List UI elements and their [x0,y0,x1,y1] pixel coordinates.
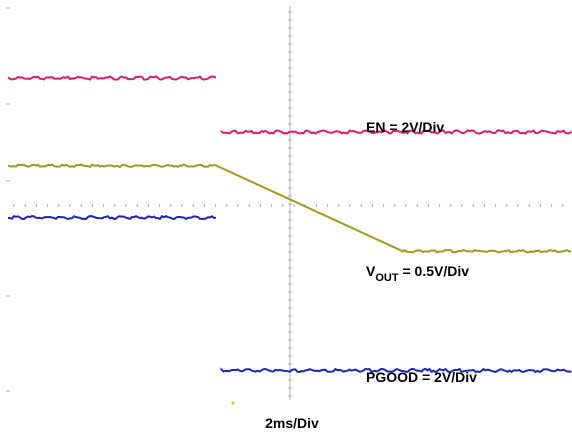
x-axis-label: 2ms/Div [265,415,319,431]
trace-vout [7,163,572,254]
trace-pgood [7,214,572,374]
series-label-pgood: PGOOD = 2V/Div [366,369,477,385]
traces [7,75,572,374]
series-label-vout: VOUT = 0.5V/Div [366,263,469,284]
series-label-en: EN = 2V/Div [366,119,444,135]
grid [6,6,564,400]
trace-en [7,75,572,135]
trigger-marker [231,401,235,405]
